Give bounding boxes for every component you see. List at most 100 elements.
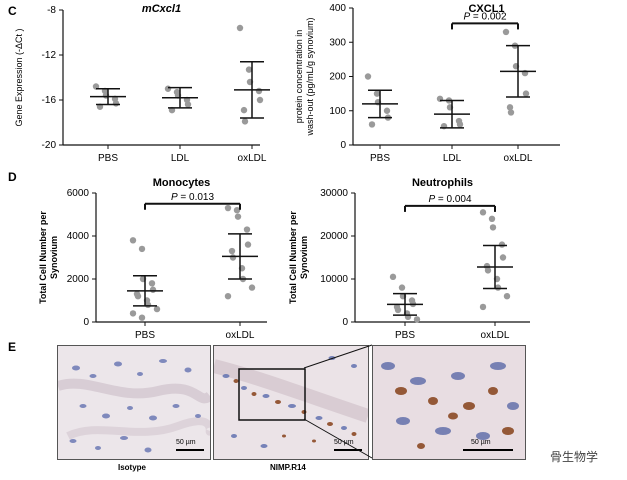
data-point (224, 293, 232, 300)
data-point (96, 103, 104, 110)
x-tick-label: oxLDL (226, 330, 255, 341)
y-tick-label: 2000 (67, 274, 90, 285)
x-tick-label: PBS (395, 330, 415, 341)
chart-title: Neutrophils (412, 177, 473, 189)
data-point (174, 92, 182, 99)
y-tick-label: 30000 (320, 188, 348, 199)
data-point (404, 313, 412, 321)
data-point (506, 104, 514, 111)
data-point (229, 254, 237, 261)
x-tick-label: oxLDL (238, 153, 267, 164)
data-point (511, 42, 519, 49)
data-point (373, 90, 381, 97)
data-point (440, 122, 448, 130)
data-point (184, 101, 192, 108)
data-point (409, 300, 417, 308)
data-point (393, 303, 401, 311)
y-tick-label: -16 (42, 95, 57, 106)
data-point (489, 224, 497, 231)
chart-d1: 0 2000 4000 6000 PBS oxLDL Monocytes Total Cell… (38, 177, 267, 341)
x-tick-label: PBS (135, 330, 155, 341)
y-tick-label: 100 (329, 106, 346, 117)
data-point (483, 262, 491, 270)
data-point (503, 293, 511, 300)
data-point (238, 265, 246, 272)
micrograph-zoom-image (373, 346, 525, 459)
data-point (479, 209, 487, 216)
data-point (389, 273, 397, 281)
data-point (129, 310, 137, 317)
data-point (102, 92, 110, 99)
data-point (479, 303, 487, 311)
data-point (484, 267, 492, 274)
data-point (164, 85, 172, 92)
panel-label-d: D (8, 170, 17, 184)
data-point (456, 121, 464, 128)
data-point (446, 104, 454, 111)
data-point (255, 87, 263, 95)
chart-c1: -8 -12 -16 -20 PBS LDL oxLDL mCxcl1 Gene Express… (14, 3, 270, 164)
y-tick-label: 6000 (67, 188, 90, 199)
data-point (394, 306, 402, 314)
data-point (144, 301, 152, 308)
significance-label: P = 0.004 (428, 194, 472, 205)
micrograph-caption-nimp: NIMP.R14 (270, 463, 306, 472)
data-point (494, 284, 502, 291)
x-tick-label: oxLDL (504, 153, 533, 164)
chart-d2: 0 10000 20000 30000 PBS oxLDL Neutrophils Total… (288, 177, 530, 341)
data-point (512, 63, 520, 70)
y-axis-label: Synovium (299, 236, 309, 279)
data-point (168, 106, 176, 114)
data-point (384, 114, 392, 121)
data-point (246, 78, 254, 86)
data-point (399, 293, 407, 300)
data-point (521, 69, 529, 77)
y-tick-label: -20 (42, 140, 57, 151)
chart-title: CXCL1 (468, 3, 504, 15)
data-point (134, 293, 142, 300)
data-point (499, 254, 507, 261)
data-point (522, 90, 530, 97)
data-point (240, 106, 248, 114)
scalebar-label: 50 µm (334, 439, 354, 446)
micrograph-zoom: 50 µm (372, 345, 526, 460)
data-point (507, 109, 515, 116)
data-point (374, 98, 382, 106)
data-point (245, 66, 253, 73)
y-axis-label: Total Cell Number per (38, 211, 48, 304)
y-tick-label: -8 (47, 5, 56, 16)
data-point (138, 245, 146, 253)
data-point (236, 24, 244, 32)
data-point (148, 280, 156, 287)
significance-label: P = 0.013 (171, 192, 215, 203)
chart-title: Monocytes (153, 177, 210, 189)
micrograph-isotype-image (58, 346, 210, 459)
data-point (248, 284, 256, 291)
scalebar-label: 50 µm (471, 439, 491, 446)
data-point (488, 215, 496, 222)
y-tick-label: 400 (329, 3, 346, 14)
data-point (436, 95, 444, 102)
scalebar-label: 50 µm (176, 439, 196, 446)
data-point (403, 310, 411, 317)
data-point (413, 316, 421, 323)
y-tick-label: 0 (83, 317, 89, 328)
data-point (256, 96, 264, 104)
data-point (233, 207, 241, 214)
data-point (234, 213, 242, 220)
data-point (398, 284, 406, 291)
data-point (368, 121, 376, 128)
y-tick-label: 0 (342, 317, 348, 328)
chart-c2: 0 100 200 300 400 PBS LDL oxLDL CXCL1 protein con… (294, 3, 560, 164)
y-tick-label: 20000 (320, 231, 348, 242)
x-tick-label: PBS (98, 153, 118, 164)
data-point (149, 286, 157, 293)
y-axis-label: wash-out (pg/mL/g synovium) (305, 17, 315, 136)
x-tick-label: LDL (443, 153, 462, 164)
data-point (228, 247, 236, 255)
data-point (239, 275, 247, 283)
data-point (133, 290, 141, 298)
data-point (241, 118, 249, 125)
data-point (493, 275, 501, 283)
data-point (129, 237, 137, 244)
